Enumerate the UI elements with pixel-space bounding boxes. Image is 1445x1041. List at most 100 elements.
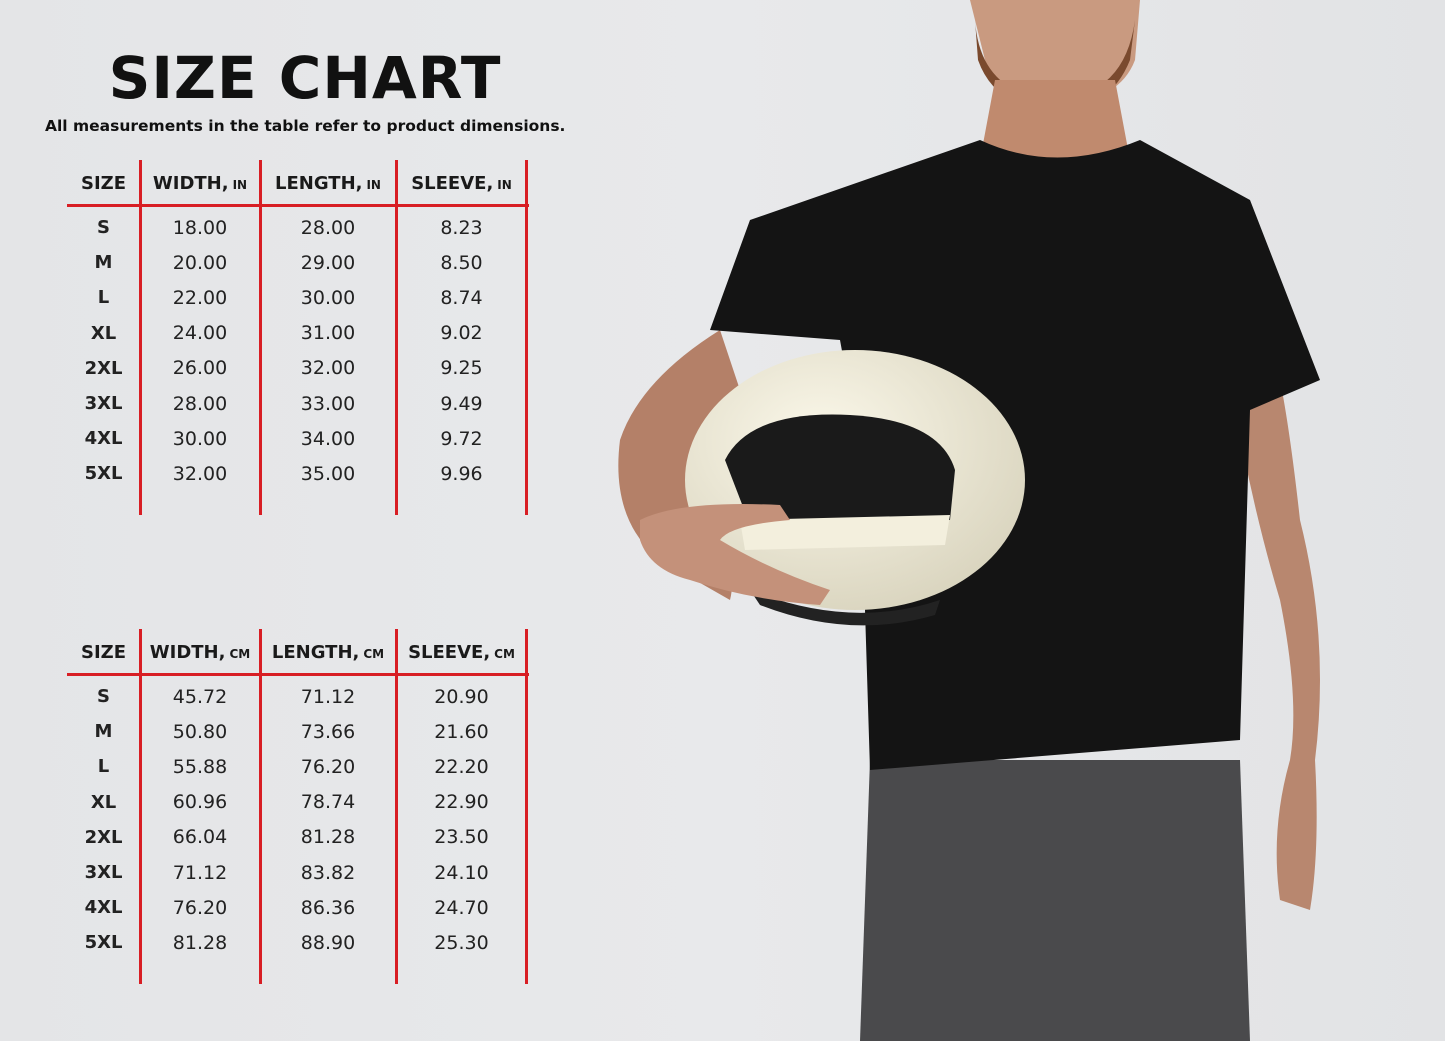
size-label: 4XL bbox=[84, 897, 123, 919]
measurement-cell-centimeters: 81.28 bbox=[300, 826, 356, 849]
page-subtitle: All measurements in the table refer to p… bbox=[45, 117, 566, 135]
measurement-cell-inches: 8.74 bbox=[440, 286, 483, 309]
measurement-cell-inches: 29.00 bbox=[300, 251, 356, 274]
measurement-cell-inches: 31.00 bbox=[300, 322, 356, 345]
column-header-length: LENGTH, IN bbox=[260, 160, 396, 206]
measurement-cell-centimeters: 50.80 bbox=[172, 720, 228, 743]
size-label: XL bbox=[90, 322, 117, 344]
measurement-cell-centimeters: 22.90 bbox=[434, 791, 489, 814]
measurement-cell-inches: 9.96 bbox=[440, 462, 483, 485]
column-unit-label: IN bbox=[497, 178, 512, 192]
column-divider-line bbox=[525, 629, 528, 984]
column-header-length: LENGTH, CM bbox=[260, 629, 396, 675]
column-header-width: WIDTH, CM bbox=[140, 629, 260, 675]
column-header-label: WIDTH, bbox=[152, 172, 229, 194]
measurement-cell-inches: 20.00 bbox=[172, 251, 228, 274]
column-divider-line bbox=[395, 160, 398, 515]
column-header-width: WIDTH, IN bbox=[140, 160, 260, 206]
size-label: 3XL bbox=[84, 862, 123, 883]
size-label: 5XL bbox=[84, 463, 123, 485]
column-unit-label: IN bbox=[366, 178, 381, 192]
column-unit-label: CM bbox=[494, 647, 515, 661]
column-header-label: SLEEVE, bbox=[408, 641, 491, 663]
size-label: 3XL bbox=[84, 393, 123, 414]
measurement-cell-centimeters: 81.28 bbox=[172, 931, 228, 954]
measurement-cell-inches: 18.00 bbox=[172, 216, 228, 239]
header-divider-line bbox=[67, 204, 529, 207]
measurement-cell-centimeters: 66.04 bbox=[172, 826, 228, 849]
measurement-cell-centimeters: 76.20 bbox=[300, 755, 356, 778]
column-header-label: SIZE bbox=[80, 172, 126, 194]
size-label: S bbox=[97, 686, 110, 707]
size-label: L bbox=[97, 287, 110, 309]
measurement-cell-centimeters: 78.74 bbox=[300, 791, 356, 814]
measurement-cell-inches: 30.00 bbox=[172, 427, 228, 450]
column-header-label: LENGTH, bbox=[271, 641, 360, 663]
measurement-cell-inches: 28.00 bbox=[300, 216, 356, 239]
measurement-cell-inches: 34.00 bbox=[300, 427, 356, 450]
column-divider-line bbox=[525, 160, 528, 515]
column-unit-label: CM bbox=[229, 647, 251, 661]
size-label: S bbox=[97, 217, 110, 238]
column-header-size: SIZE bbox=[67, 629, 140, 675]
measurement-cell-centimeters: 55.88 bbox=[172, 755, 228, 778]
measurement-cell-inches: 8.50 bbox=[440, 251, 483, 274]
page-title: SIZE CHART bbox=[108, 44, 502, 112]
measurement-cell-centimeters: 20.90 bbox=[434, 685, 489, 708]
measurement-cell-inches: 9.25 bbox=[440, 357, 483, 380]
measurement-cell-inches: 32.00 bbox=[300, 357, 356, 380]
measurement-cell-inches: 9.49 bbox=[440, 392, 483, 415]
size-label: 4XL bbox=[84, 428, 123, 450]
measurement-cell-centimeters: 71.12 bbox=[172, 861, 228, 884]
column-divider-line bbox=[139, 160, 142, 515]
column-header-label: SLEEVE, bbox=[411, 172, 494, 194]
measurement-cell-inches: 28.00 bbox=[172, 392, 228, 415]
size-table-centimeters: SIZE WIDTH, CM LENGTH, CM SLEEVE, CM S 45.72 71.1… bbox=[67, 629, 529, 984]
measurement-cell-inches: 8.23 bbox=[440, 216, 483, 239]
measurement-cell-centimeters: 86.36 bbox=[300, 896, 356, 919]
measurement-cell-centimeters: 83.82 bbox=[300, 861, 356, 884]
measurement-cell-inches: 24.00 bbox=[172, 322, 228, 345]
measurement-cell-inches: 35.00 bbox=[300, 462, 356, 485]
column-header-sleeve: SLEEVE, CM bbox=[396, 629, 527, 675]
measurement-cell-inches: 30.00 bbox=[300, 286, 356, 309]
header-divider-line bbox=[67, 673, 529, 676]
size-label: 2XL bbox=[84, 826, 123, 848]
size-table-inches: SIZE WIDTH, IN LENGTH, IN SLEEVE, IN S 18.00 28.0… bbox=[67, 160, 529, 515]
measurement-cell-centimeters: 21.60 bbox=[434, 720, 489, 743]
column-divider-line bbox=[259, 160, 262, 515]
column-divider-line bbox=[259, 629, 262, 984]
measurement-cell-inches: 9.72 bbox=[440, 427, 483, 450]
measurement-cell-centimeters: 25.30 bbox=[434, 931, 489, 954]
model-photo bbox=[618, 0, 1320, 1041]
measurement-cell-inches: 33.00 bbox=[300, 392, 356, 415]
measurement-cell-inches: 22.00 bbox=[172, 286, 228, 309]
measurement-cell-centimeters: 24.70 bbox=[434, 896, 489, 919]
measurement-cell-centimeters: 23.50 bbox=[434, 826, 489, 849]
measurement-cell-centimeters: 88.90 bbox=[300, 931, 356, 954]
column-header-sleeve: SLEEVE, IN bbox=[396, 160, 527, 206]
column-divider-line bbox=[395, 629, 398, 984]
measurement-cell-centimeters: 45.72 bbox=[172, 685, 228, 708]
size-label: 2XL bbox=[84, 357, 123, 379]
measurement-cell-centimeters: 76.20 bbox=[172, 896, 228, 919]
size-label: L bbox=[97, 756, 110, 778]
column-header-size: SIZE bbox=[67, 160, 140, 206]
measurement-cell-centimeters: 73.66 bbox=[300, 720, 356, 743]
measurement-cell-centimeters: 71.12 bbox=[300, 685, 356, 708]
measurement-cell-inches: 32.00 bbox=[172, 462, 228, 485]
column-header-label: SIZE bbox=[80, 641, 126, 663]
jeans bbox=[860, 760, 1250, 1041]
size-label: M bbox=[94, 721, 113, 743]
size-label: 5XL bbox=[84, 932, 123, 954]
size-label: M bbox=[94, 252, 113, 274]
measurement-cell-centimeters: 22.20 bbox=[434, 755, 489, 778]
column-header-label: LENGTH, bbox=[275, 172, 363, 194]
measurement-cell-centimeters: 60.96 bbox=[172, 791, 228, 814]
column-unit-label: IN bbox=[232, 178, 248, 192]
measurement-cell-inches: 9.02 bbox=[440, 322, 483, 345]
column-unit-label: CM bbox=[363, 647, 385, 661]
measurement-cell-centimeters: 24.10 bbox=[434, 861, 489, 884]
column-divider-line bbox=[139, 629, 142, 984]
measurement-cell-inches: 26.00 bbox=[172, 357, 228, 380]
